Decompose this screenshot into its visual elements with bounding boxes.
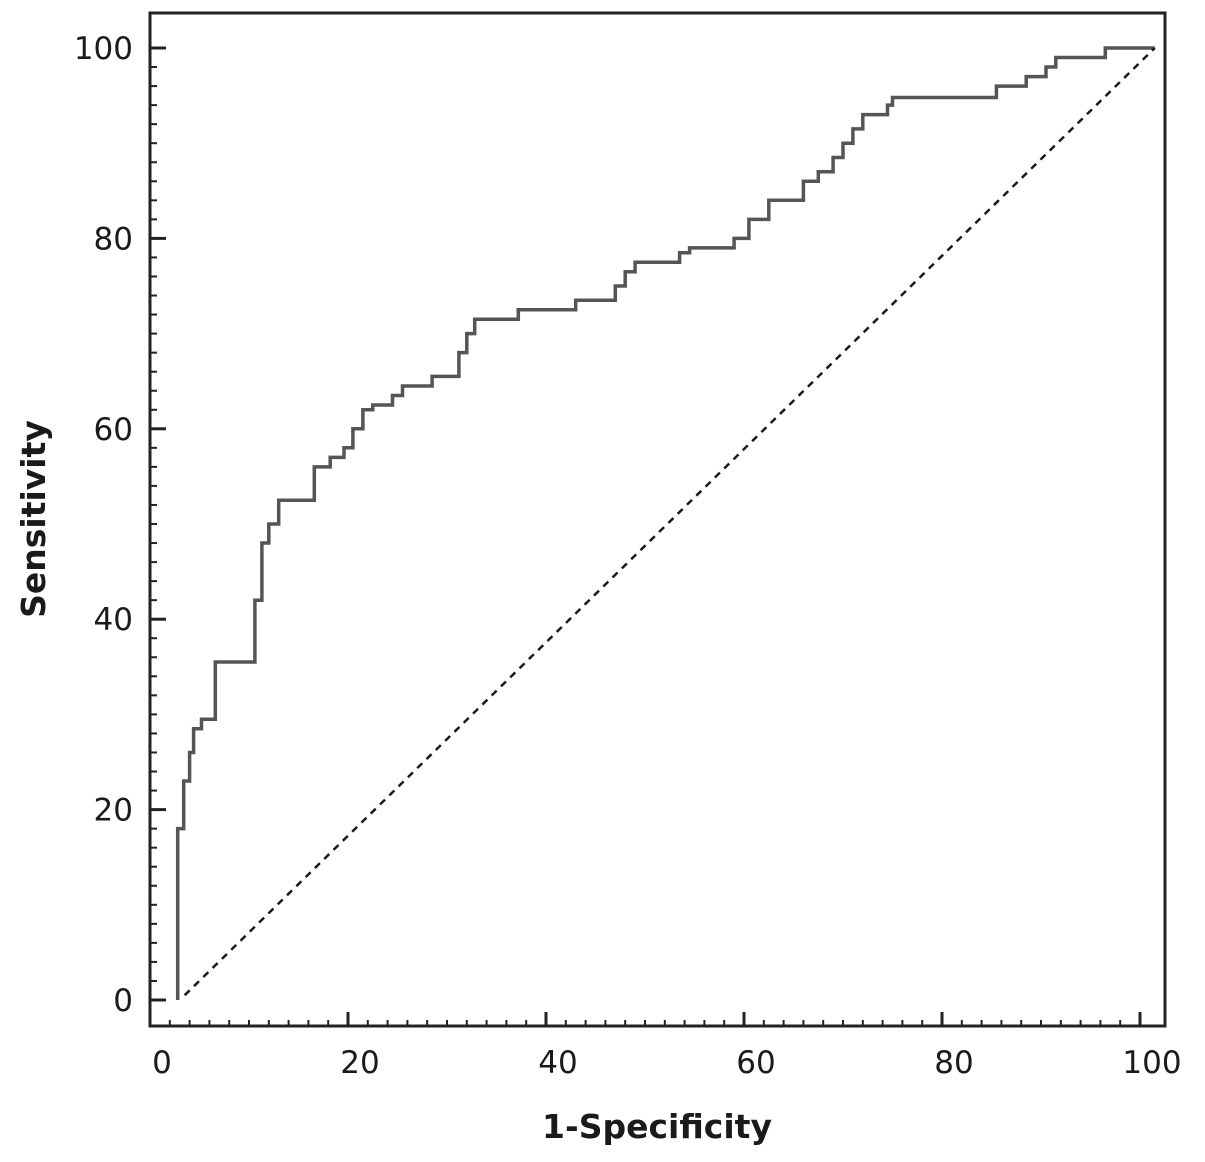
x-tick-label: 40 [538, 1045, 577, 1081]
series-layer [175, 46, 1156, 1000]
y-axis-title: Sensitivity [14, 420, 53, 618]
x-tick-label: 0 [152, 1045, 172, 1081]
plot-frame [148, 11, 1167, 1028]
x-tick-label: 20 [340, 1045, 379, 1081]
y-tick-label: 80 [94, 221, 133, 257]
roc-curve-line [175, 46, 1155, 1000]
x-tick-label: 60 [736, 1045, 775, 1081]
x-axis: 0 20 40 60 80 100 [148, 1012, 1182, 1081]
y-axis: 0 20 40 60 80 100 [74, 31, 166, 1019]
x-axis-title: 1-Specificity [542, 1107, 772, 1146]
y-tick-label: 100 [74, 31, 133, 67]
reference-diagonal-line [183, 47, 1156, 997]
y-tick-label: 60 [94, 412, 133, 448]
x-tick-label: 80 [934, 1045, 973, 1081]
y-tick-label: 20 [94, 793, 133, 829]
y-tick-label: 0 [113, 983, 133, 1019]
y-tick-label: 40 [94, 602, 133, 638]
x-tick-label: 100 [1122, 1045, 1181, 1081]
